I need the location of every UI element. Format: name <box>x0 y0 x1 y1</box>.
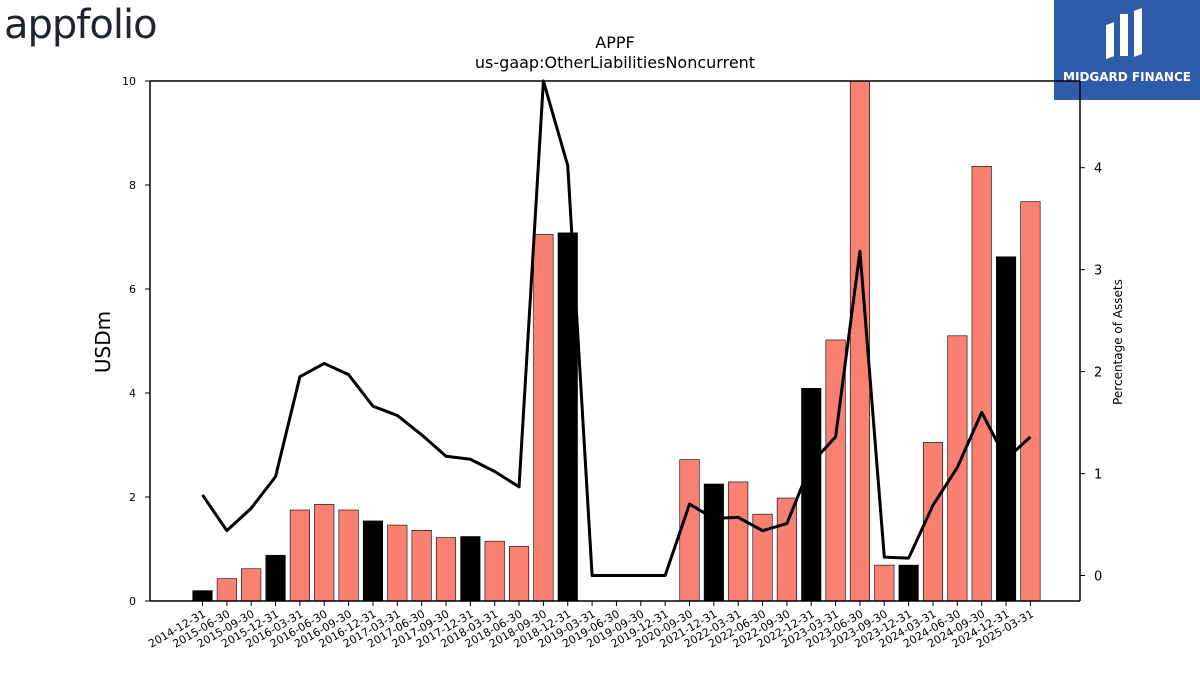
y-tick-label: 8 <box>129 179 136 192</box>
chart-subtitle: us-gaap:OtherLiabilitiesNoncurrent <box>475 53 755 72</box>
midgard-finance-text: MIDGARD FINANCE <box>1063 70 1191 84</box>
percentage-line <box>201 79 1032 578</box>
appfolio-logo: appfolio <box>4 2 158 48</box>
line-layer <box>201 79 1032 578</box>
bars-layer <box>192 80 1041 602</box>
y2-axis-label: Percentage of Assets <box>1111 279 1125 405</box>
y-tick-label: 10 <box>122 75 136 88</box>
y2-tick-label: 2 <box>1094 366 1102 381</box>
y-tick-label: 6 <box>129 283 136 296</box>
y2-tick-label: 4 <box>1094 162 1102 177</box>
bar <box>460 536 481 602</box>
bar <box>241 568 262 602</box>
bar <box>533 234 554 602</box>
y2-tick-label: 0 <box>1094 570 1102 585</box>
bar <box>435 537 457 602</box>
midgard-finance-logo: MIDGARD FINANCE <box>1054 0 1200 100</box>
chart-title: APPF <box>595 33 634 52</box>
y-tick-label: 4 <box>129 387 136 400</box>
y2-tick-label: 3 <box>1094 264 1102 279</box>
bar <box>776 497 797 602</box>
bar <box>362 520 384 602</box>
y-axis-label: USDm <box>91 311 115 373</box>
bar <box>216 578 237 602</box>
bar <box>314 503 335 602</box>
bar <box>265 554 286 602</box>
bar <box>703 483 724 602</box>
y-tick-label: 2 <box>129 491 136 504</box>
bar <box>971 165 992 602</box>
bar <box>508 546 530 602</box>
bar <box>728 481 749 602</box>
bar <box>484 540 505 602</box>
midgard-emblem-icon <box>1106 7 1142 60</box>
bar <box>192 590 213 602</box>
bar <box>338 509 359 602</box>
bar <box>289 509 310 602</box>
axes-layer: 0246810012342014-12-312015-06-302015-09-… <box>122 75 1102 651</box>
bar <box>898 564 919 602</box>
bar <box>995 256 1017 602</box>
y2-tick-label: 1 <box>1094 468 1102 483</box>
bar <box>679 459 700 602</box>
bar <box>874 564 895 602</box>
bar <box>1020 201 1041 602</box>
y-tick-label: 0 <box>129 595 136 608</box>
bar <box>411 529 432 602</box>
bar <box>387 524 408 602</box>
bar <box>801 388 822 602</box>
